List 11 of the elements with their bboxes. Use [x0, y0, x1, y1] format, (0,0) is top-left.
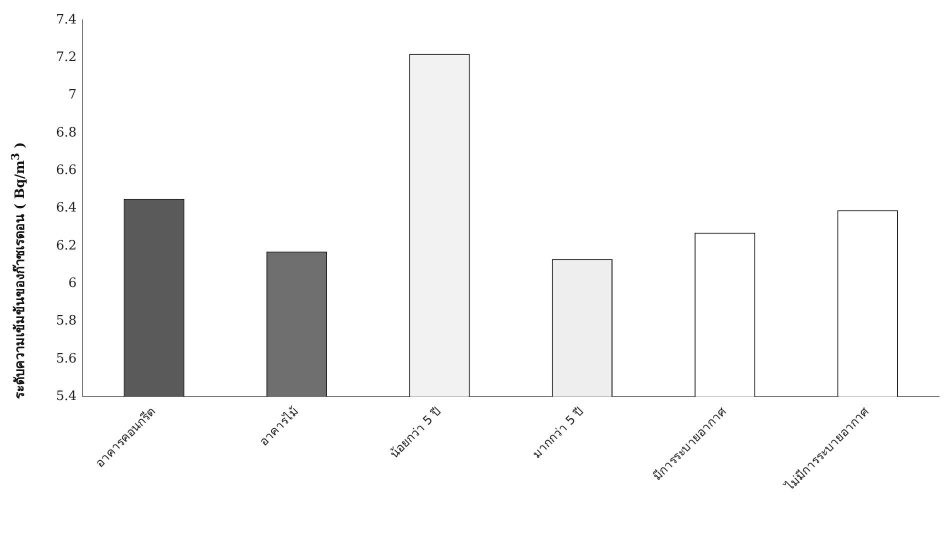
y-tick-label: 6	[68, 276, 77, 292]
y-tick-label: 6.4	[56, 200, 77, 216]
y-tick-label: 5.4	[56, 388, 77, 404]
y-tick-label: 6.6	[56, 163, 77, 178]
y-tick-label: 5.8	[56, 314, 77, 329]
y-tick-label: 6.8	[56, 125, 77, 140]
y-tick-label: 7.4	[56, 12, 77, 28]
y-tick-label: 5.6	[56, 351, 77, 366]
y-tick-label: 7.2	[56, 50, 77, 66]
y-tick-label: 7	[68, 88, 77, 103]
y-tick-label: 6.2	[56, 238, 77, 254]
